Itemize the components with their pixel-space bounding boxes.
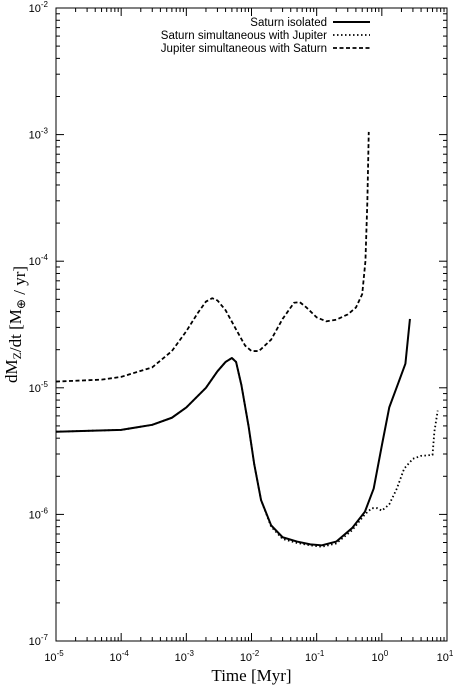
y-tick-label: 10-7	[29, 633, 49, 648]
y-tick-label: 10-2	[29, 0, 49, 15]
y-axis-title: dMZ/dt [M⊕ / yr]	[2, 266, 29, 383]
x-axis-title: Time [Myr]	[211, 666, 291, 685]
x-tick-label: 10-1	[305, 649, 325, 664]
y-axis-title-text: dMZ/dt [M⊕ / yr]	[2, 266, 29, 383]
series-line-1	[55, 318, 411, 547]
series-line-2	[55, 357, 439, 548]
x-tick-label: 101	[437, 649, 454, 664]
series-line-3	[55, 131, 370, 383]
x-tick-label: 10-3	[175, 649, 195, 664]
y-tick-label: 10-4	[29, 253, 49, 268]
series-layer	[55, 131, 439, 548]
axis-ticks	[55, 7, 448, 642]
x-tick-label: 100	[371, 649, 388, 664]
y-tick-label: 10-6	[29, 506, 49, 521]
plot-frame	[55, 7, 448, 642]
legend-label-2: Saturn simultaneous with Jupiter	[161, 30, 327, 42]
x-tick-label: 10-5	[44, 649, 64, 664]
y-tick-label: 10-3	[29, 127, 49, 142]
tick-labels: 10-5 10-4 10-3 10-2 10-1 100 101 10-7 10-6 10-5 10…	[29, 0, 454, 664]
x-tick-label: 10-2	[240, 649, 260, 664]
legend-label-3: Jupiter simultaneous with Saturn	[161, 43, 327, 55]
x-tick-label: 10-4	[109, 649, 129, 664]
y-tick-label: 10-5	[29, 380, 49, 395]
legend-label-1: Saturn isolated	[250, 17, 327, 29]
